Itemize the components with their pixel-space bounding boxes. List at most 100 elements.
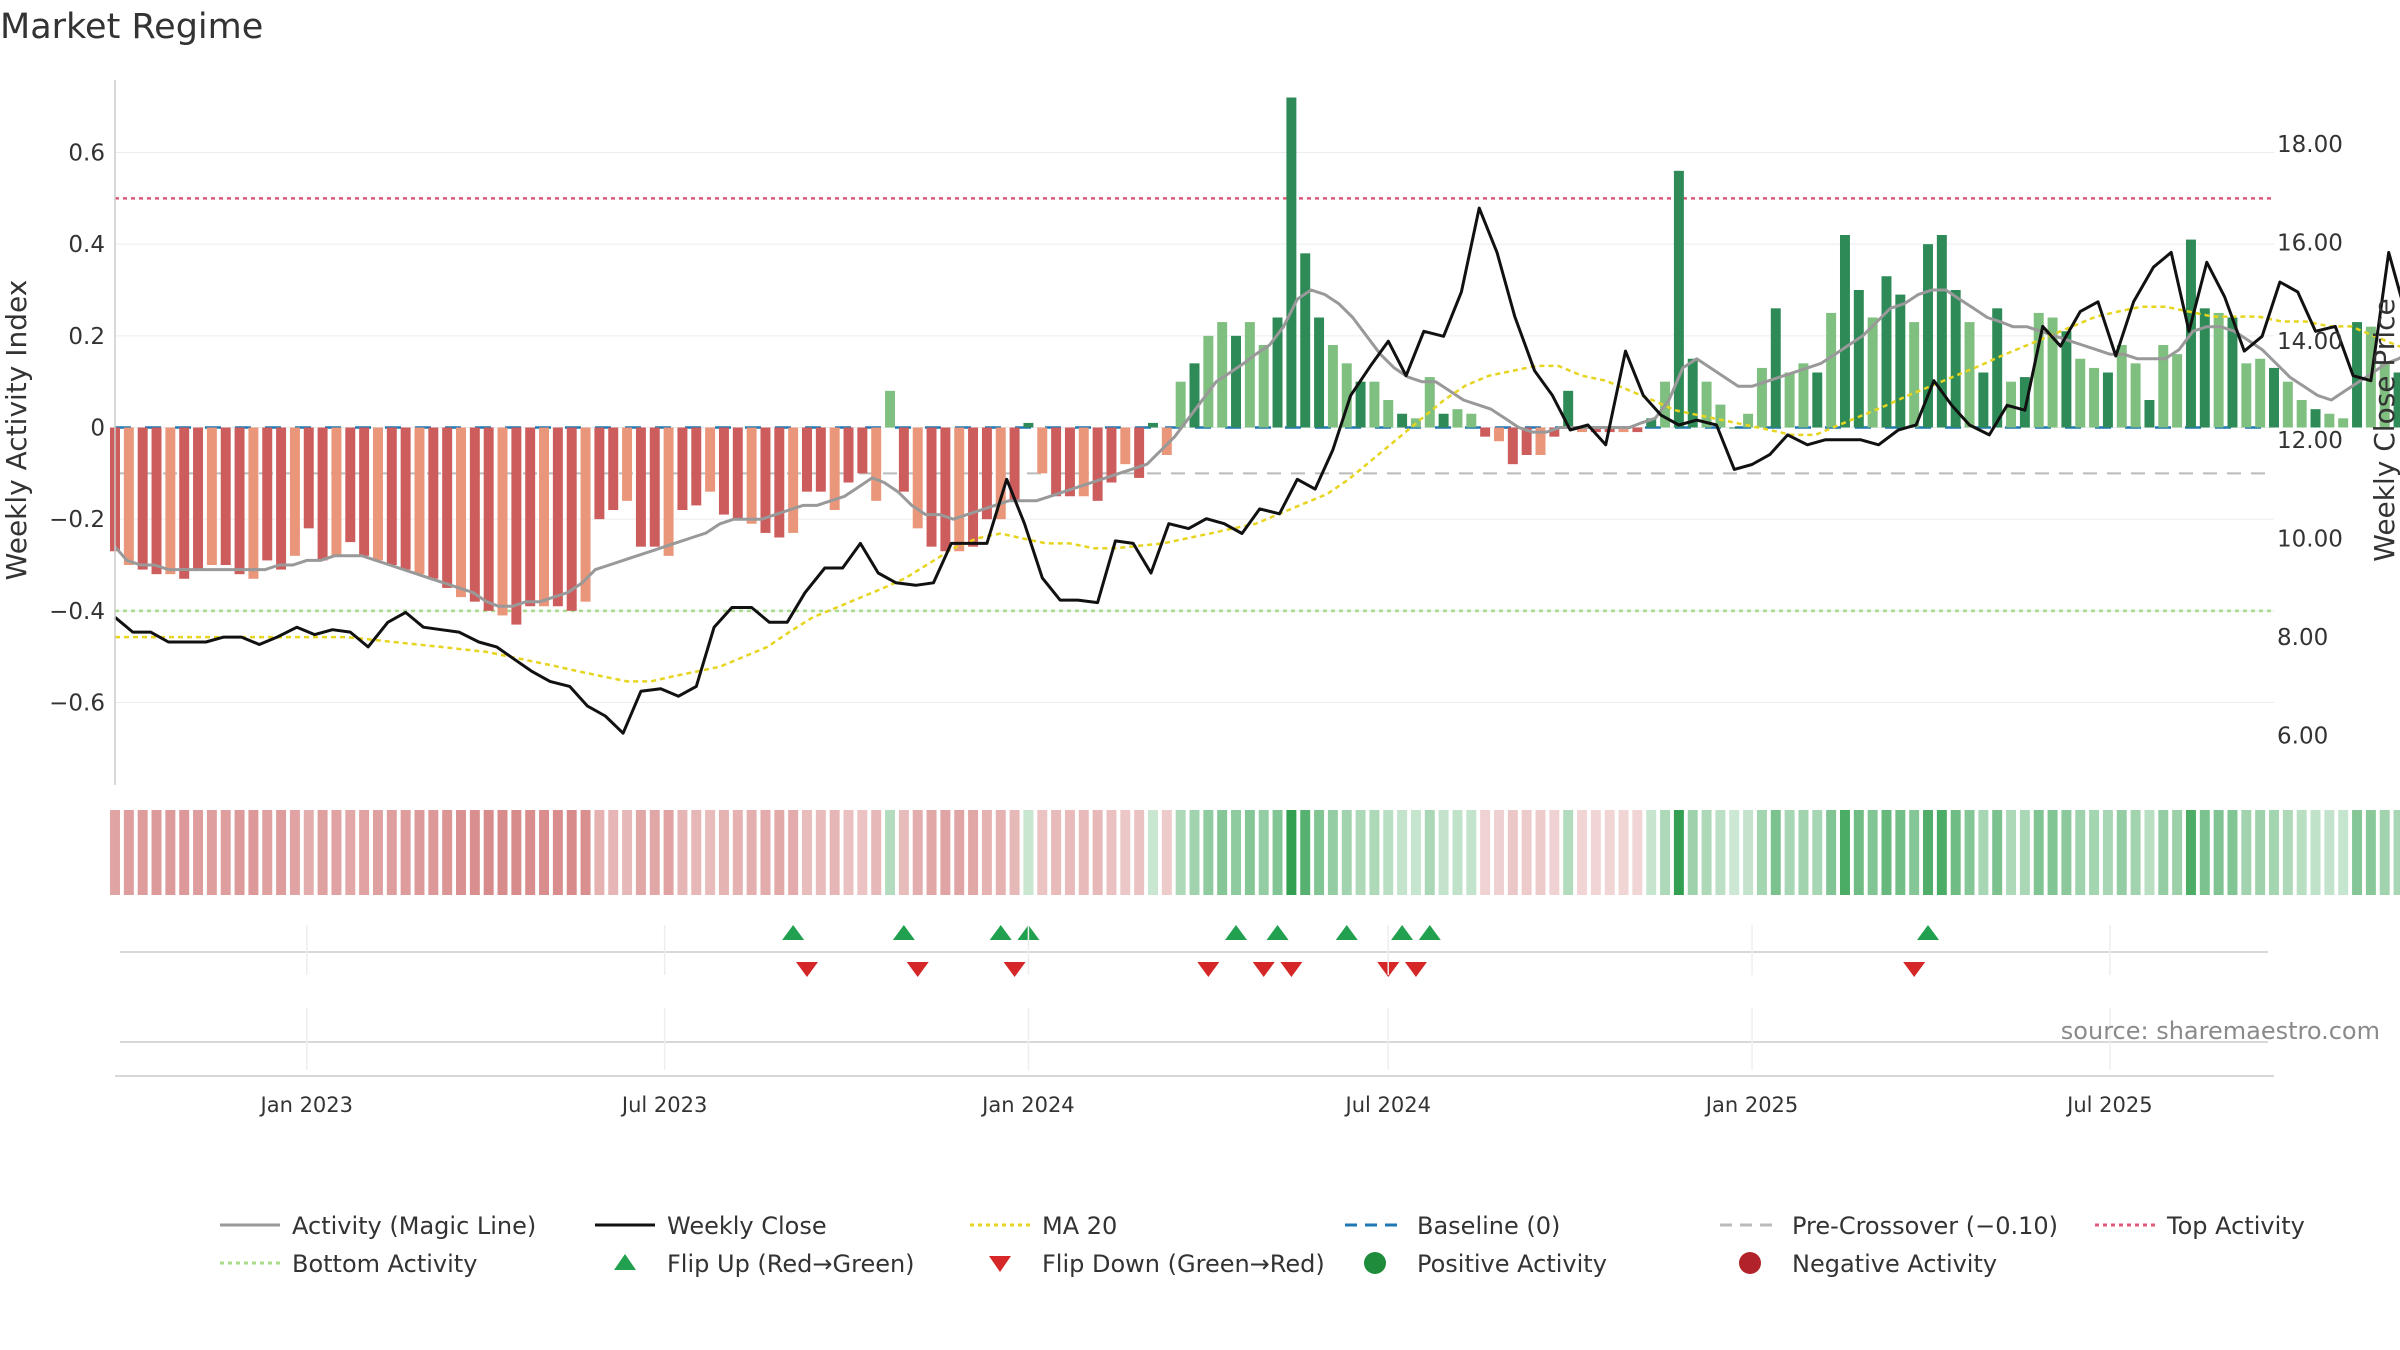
regime-cell (552, 810, 563, 895)
activity-bar (594, 427, 605, 520)
regime-cell (1147, 810, 1158, 895)
activity-bar (1092, 427, 1103, 501)
activity-bar (2130, 363, 2141, 428)
activity-bar (1826, 312, 1837, 428)
y-left-tick: −0.6 (49, 691, 105, 717)
activity-bar (1992, 308, 2003, 428)
regime-cell (2047, 810, 2058, 895)
activity-bar (483, 427, 494, 611)
activity-bar (2213, 312, 2224, 428)
activity-bar (1244, 322, 1255, 428)
activity-bar (2310, 409, 2321, 428)
regime-cell (691, 810, 702, 895)
activity-bar (1037, 427, 1048, 474)
regime-cell (2144, 810, 2155, 895)
regime-cell (981, 810, 992, 895)
activity-bar (2019, 377, 2030, 428)
regime-cell (622, 810, 633, 895)
activity-bar (1507, 427, 1518, 465)
activity-bars (110, 97, 2400, 625)
activity-bar (2352, 322, 2363, 428)
activity-bar (525, 427, 536, 607)
flip-down-marker (795, 962, 818, 977)
regime-cell (2269, 810, 2279, 895)
activity-bar (2061, 331, 2072, 428)
legend-item: Bottom Activity (220, 1250, 477, 1278)
regime-cell (1161, 810, 1172, 895)
activity-bar (331, 427, 342, 556)
activity-bar (303, 427, 314, 529)
activity-bar (1812, 372, 1823, 428)
regime-cell (677, 810, 688, 895)
activity-bar (151, 427, 162, 575)
activity-bar (843, 427, 854, 483)
legend-item: Baseline (0) (1345, 1212, 1560, 1240)
flip-up-marker (782, 925, 805, 940)
flip-down-marker (906, 962, 929, 977)
regime-cell (926, 810, 937, 895)
regime-cell (1646, 810, 1657, 895)
regime-cell (1770, 810, 1781, 895)
regime-cell (1521, 810, 1532, 895)
regime-cell (220, 810, 231, 895)
activity-bar (2199, 308, 2210, 428)
regime-cell (1231, 810, 1242, 895)
regime-cell (1964, 810, 1975, 895)
regime-cell (718, 810, 729, 895)
activity-bar (885, 390, 896, 428)
activity-bar (732, 427, 743, 520)
regime-cell (2338, 810, 2349, 895)
activity-bar (1341, 363, 1352, 428)
activity-bar (1078, 427, 1089, 497)
activity-bar (2393, 372, 2400, 428)
regime-cell (1604, 810, 1615, 895)
activity-bar (372, 427, 383, 561)
x-tick: Jul 2023 (620, 1093, 707, 1117)
regime-cell (303, 810, 314, 895)
activity-bar (220, 427, 231, 565)
regime-cell (539, 810, 550, 895)
activity-bar (1466, 413, 1477, 428)
regime-cell (1189, 810, 1200, 895)
y-right-tick: 12.00 (2277, 428, 2343, 454)
activity-bar (1314, 317, 1325, 428)
activity-bar (1286, 97, 1297, 428)
regime-cell (1826, 810, 1837, 895)
regime-cell (1743, 810, 1754, 895)
activity-bar (1147, 422, 1158, 428)
regime-cell (968, 810, 979, 895)
legend-label: Top Activity (2166, 1212, 2305, 1240)
activity-bar (774, 427, 785, 538)
regime-cell (566, 810, 577, 895)
regime-cell (1992, 810, 2003, 895)
regime-cell (2324, 810, 2335, 895)
regime-cell (1106, 810, 1117, 895)
activity-bar (511, 427, 522, 625)
regime-cell (774, 810, 785, 895)
regime-cell (2075, 810, 2086, 895)
legend-item: Pre-Crossover (−0.10) (1720, 1212, 2058, 1240)
activity-bar (1134, 427, 1145, 478)
regime-cell (345, 810, 356, 895)
regime-cell (372, 810, 383, 895)
regime-cell (2033, 810, 2044, 895)
y-left-tick: 0.2 (68, 324, 105, 350)
regime-cell (276, 810, 287, 895)
legend-item: Negative Activity (1739, 1250, 1997, 1278)
activity-bar (815, 427, 826, 492)
activity-bar (345, 427, 356, 543)
activity-bar (1563, 390, 1574, 428)
activity-bar (926, 427, 937, 547)
regime-cell (248, 810, 259, 895)
regime-cell (1535, 810, 1546, 895)
regime-cell (1867, 810, 1878, 895)
regime-cell (1009, 810, 1020, 895)
activity-bar (2282, 381, 2293, 428)
flip-down-marker (1903, 962, 1926, 977)
regime-cell (885, 810, 896, 895)
activity-bar (262, 427, 273, 561)
regime-cell (2365, 810, 2376, 895)
activity-bar (622, 427, 633, 501)
regime-cell (649, 810, 660, 895)
regime-cell (428, 810, 439, 895)
